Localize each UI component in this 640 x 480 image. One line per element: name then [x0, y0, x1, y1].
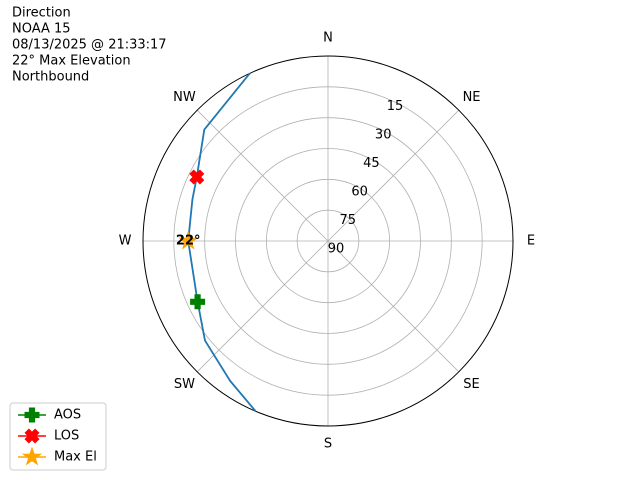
title-line: 22° Max Elevation	[12, 54, 131, 69]
legend-label: LOS	[54, 429, 79, 444]
angle-label: NE	[463, 90, 481, 105]
grid-spoke	[196, 109, 329, 242]
title-line: Northbound	[12, 70, 89, 85]
annotation: 22°	[176, 234, 201, 249]
radial-label: 45	[363, 156, 380, 171]
marker	[189, 169, 205, 185]
angle-label: S	[324, 437, 332, 452]
marker	[24, 428, 40, 444]
marker	[21, 446, 43, 466]
angle-label: N	[323, 31, 333, 46]
marker	[24, 407, 40, 423]
marker	[190, 294, 206, 310]
angle-label: SE	[463, 377, 479, 392]
title-line: NOAA 15	[12, 22, 71, 37]
angle-label: NW	[173, 90, 196, 105]
polar-frame	[142, 55, 514, 427]
angle-label: SW	[174, 377, 195, 392]
grid-spoke	[327, 109, 460, 242]
legend-label: AOS	[54, 408, 81, 423]
radial-label: 30	[375, 128, 392, 143]
legend-label: Max El	[54, 450, 97, 465]
angle-label: W	[119, 234, 132, 249]
radial-label: 60	[351, 185, 368, 200]
grid-spoke	[196, 240, 329, 373]
title-line: Direction	[12, 6, 71, 21]
radial-label: 75	[340, 213, 357, 228]
radial-label: 15	[387, 99, 404, 114]
marker	[178, 230, 199, 250]
radial-label: 90	[328, 242, 345, 257]
title-line: 08/13/2025 @ 21:33:17	[12, 38, 167, 53]
grid-spoke	[327, 240, 460, 373]
angle-label: E	[527, 234, 535, 249]
